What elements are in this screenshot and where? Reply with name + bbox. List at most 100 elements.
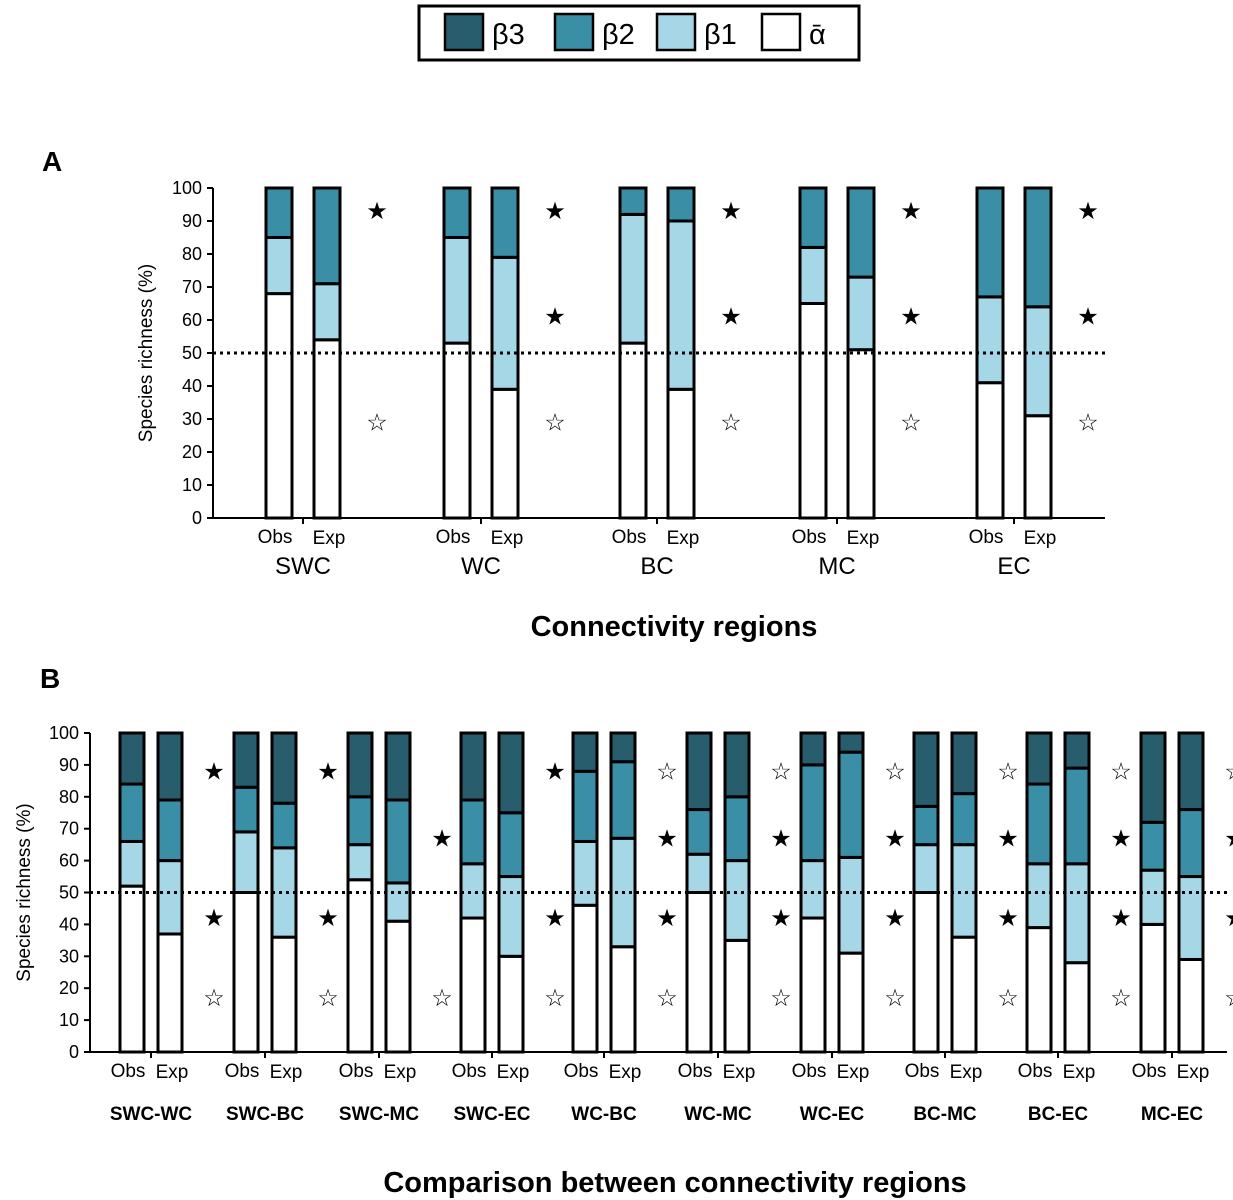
bar-segment-b2 bbox=[497, 811, 525, 879]
bar-segment-b2 bbox=[156, 798, 184, 863]
bar-segment-alpha bbox=[490, 387, 520, 520]
significance-star-b3: ☆ bbox=[770, 758, 792, 785]
panel-B: B 0 10 20 30 40 50 60 70 80 90 100 Species richness … bbox=[14, 663, 1233, 1199]
bar-segment-b1 bbox=[799, 859, 827, 920]
bar-segment-alpha bbox=[1177, 957, 1205, 1054]
significance-star-b3: ☆ bbox=[997, 758, 1019, 785]
bar-segment-alpha bbox=[118, 884, 146, 1054]
bar-segment-b2 bbox=[264, 186, 294, 239]
significance-star-alpha: ☆ bbox=[544, 409, 566, 436]
bar-label-obs: Obs bbox=[678, 1061, 713, 1082]
bar-segment-alpha bbox=[497, 954, 525, 1054]
group-label: SWC-WC bbox=[110, 1104, 193, 1125]
group-label: WC-BC bbox=[571, 1104, 637, 1125]
significance-star-alpha: ☆ bbox=[1077, 409, 1099, 436]
significance-star-alpha: ☆ bbox=[366, 409, 388, 436]
bar-segment-b2 bbox=[975, 186, 1005, 299]
bar-segment-b2 bbox=[1139, 820, 1167, 872]
bar-segment-b1 bbox=[1023, 305, 1053, 418]
bar-label-obs: Obs bbox=[1132, 1061, 1167, 1082]
significance-star-alpha: ☆ bbox=[770, 985, 792, 1012]
legend-label-0: β3 bbox=[492, 19, 525, 51]
significance-star-b2: ★ bbox=[366, 198, 388, 225]
bar-segment-alpha bbox=[666, 387, 696, 520]
bar-segment-b1 bbox=[666, 219, 696, 391]
bar-segment-b3 bbox=[384, 731, 412, 802]
bar-segment-b3 bbox=[571, 731, 599, 773]
bar-segment-alpha bbox=[571, 903, 599, 1054]
bar-segment-alpha bbox=[975, 381, 1005, 520]
bar-segment-b3 bbox=[609, 731, 637, 764]
bar-segment-alpha bbox=[264, 292, 294, 520]
bar-segment-b3 bbox=[1063, 731, 1091, 770]
bar-segment-alpha bbox=[950, 935, 978, 1054]
y-tick-label: 50 bbox=[59, 883, 79, 903]
y-tick-label: 90 bbox=[59, 755, 79, 775]
bar-segment-b2 bbox=[723, 795, 751, 863]
significance-star-b2: ★ bbox=[431, 825, 453, 852]
group-label: SWC-EC bbox=[453, 1104, 530, 1125]
group-label: SWC-BC bbox=[226, 1104, 304, 1125]
bar-segment-alpha bbox=[1025, 926, 1053, 1054]
significance-star-b3: ★ bbox=[544, 758, 566, 785]
bar-segment-b3 bbox=[346, 731, 374, 799]
bar-segment-b1 bbox=[156, 859, 184, 936]
y-tick-label: 30 bbox=[182, 409, 202, 429]
y-axis-title: Species richness (%) bbox=[136, 264, 157, 442]
bar-label-obs: Obs bbox=[905, 1061, 940, 1082]
significance-star-b1: ★ bbox=[884, 905, 906, 932]
bar-segment-b1 bbox=[384, 881, 412, 923]
bar-segment-b3 bbox=[497, 731, 525, 815]
bar-label-obs: Obs bbox=[612, 527, 647, 548]
bar-segment-b1 bbox=[1139, 868, 1167, 926]
bar-segment-b2 bbox=[609, 760, 637, 840]
bar-label-obs: Obs bbox=[339, 1061, 374, 1082]
bar-segment-b1 bbox=[497, 875, 525, 958]
bar-label-obs: Obs bbox=[564, 1061, 599, 1082]
group-label: SWC-MC bbox=[339, 1104, 419, 1125]
bar-segment-b3 bbox=[1139, 731, 1167, 824]
significance-star-b1: ★ bbox=[1224, 905, 1233, 932]
y-tick-label: 30 bbox=[59, 946, 79, 966]
bar-segment-b1 bbox=[490, 255, 520, 391]
bar-segment-b3 bbox=[459, 731, 487, 802]
group-label: EC bbox=[997, 553, 1030, 580]
bar-segment-b3 bbox=[685, 731, 713, 812]
significance-star-alpha: ☆ bbox=[317, 985, 339, 1012]
panel-label: A bbox=[42, 146, 62, 177]
significance-star-b1: ★ bbox=[544, 304, 566, 331]
group-label: BC bbox=[640, 553, 673, 580]
bar-segment-b3 bbox=[156, 731, 184, 802]
bar-segment-b1 bbox=[1177, 875, 1205, 961]
group-label: WC bbox=[461, 553, 501, 580]
bar-segment-b1 bbox=[837, 855, 865, 955]
significance-star-b2: ★ bbox=[997, 825, 1019, 852]
bar-segment-alpha bbox=[442, 341, 472, 520]
bar-label-obs: Obs bbox=[1018, 1061, 1053, 1082]
legend-swatch-3 bbox=[760, 12, 802, 52]
bar-segment-b2 bbox=[846, 186, 876, 279]
bar-segment-b3 bbox=[270, 731, 298, 805]
significance-star-alpha: ☆ bbox=[1224, 985, 1233, 1012]
bar-segment-alpha bbox=[346, 878, 374, 1054]
bar-label-obs: Obs bbox=[792, 527, 827, 548]
significance-star-b1: ★ bbox=[1110, 905, 1132, 932]
bar-segment-b2 bbox=[798, 186, 828, 249]
significance-star-b1: ★ bbox=[317, 905, 339, 932]
bar-segment-alpha bbox=[846, 348, 876, 520]
bar-segment-b3 bbox=[837, 731, 865, 754]
bar-segment-b1 bbox=[798, 245, 828, 305]
bar-segment-b1 bbox=[571, 839, 599, 907]
significance-star-b2: ★ bbox=[1077, 198, 1099, 225]
significance-star-b2: ★ bbox=[544, 198, 566, 225]
bar-segment-b2 bbox=[950, 792, 978, 847]
bar-segment-b1 bbox=[442, 236, 472, 345]
y-tick-label: 60 bbox=[182, 310, 202, 330]
significance-star-b3: ☆ bbox=[1224, 758, 1233, 785]
significance-star-b2: ★ bbox=[770, 825, 792, 852]
x-axis-title: Comparison between connectivity regions bbox=[383, 1167, 966, 1199]
bar-segment-b3 bbox=[799, 731, 827, 767]
group-label: WC-EC bbox=[800, 1104, 865, 1125]
significance-star-b2: ★ bbox=[1224, 825, 1233, 852]
bar-label-exp: Exp bbox=[1177, 1062, 1210, 1083]
